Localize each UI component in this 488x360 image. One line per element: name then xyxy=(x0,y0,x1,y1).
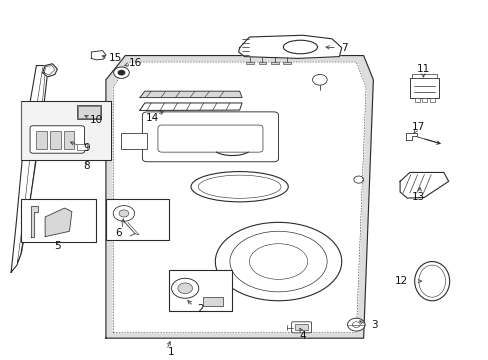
Polygon shape xyxy=(238,35,341,58)
Bar xyxy=(414,98,419,102)
Bar xyxy=(106,199,169,240)
Bar xyxy=(50,131,61,149)
Polygon shape xyxy=(11,66,47,272)
Circle shape xyxy=(114,67,129,78)
FancyBboxPatch shape xyxy=(291,322,311,333)
Text: 15: 15 xyxy=(109,53,122,63)
Circle shape xyxy=(113,206,134,221)
Bar xyxy=(270,62,278,64)
Text: 8: 8 xyxy=(83,161,90,171)
Bar xyxy=(21,102,110,159)
Text: 5: 5 xyxy=(54,240,61,251)
Circle shape xyxy=(171,278,199,298)
Bar xyxy=(411,74,436,78)
Polygon shape xyxy=(91,50,106,60)
Text: 14: 14 xyxy=(145,113,159,123)
Polygon shape xyxy=(45,208,72,237)
Bar xyxy=(294,324,307,330)
Text: 17: 17 xyxy=(411,122,425,132)
Bar xyxy=(120,133,147,149)
Bar xyxy=(422,98,427,102)
Polygon shape xyxy=(42,64,57,77)
Bar xyxy=(429,98,434,102)
Bar xyxy=(203,297,222,306)
Text: 13: 13 xyxy=(411,192,425,202)
Polygon shape xyxy=(140,91,242,98)
Bar xyxy=(77,144,87,150)
Circle shape xyxy=(119,210,128,217)
Bar xyxy=(36,131,47,149)
Text: 16: 16 xyxy=(128,58,142,68)
FancyBboxPatch shape xyxy=(30,126,84,153)
Bar xyxy=(63,131,74,149)
Text: 6: 6 xyxy=(115,228,121,238)
Polygon shape xyxy=(106,55,372,338)
Polygon shape xyxy=(30,206,38,237)
Circle shape xyxy=(347,318,365,331)
Text: 9: 9 xyxy=(83,143,90,153)
Bar xyxy=(77,105,101,119)
Text: 4: 4 xyxy=(299,332,305,341)
Bar xyxy=(246,62,254,64)
Circle shape xyxy=(178,283,192,294)
Bar xyxy=(169,270,232,311)
FancyBboxPatch shape xyxy=(142,112,278,162)
Bar xyxy=(283,62,290,64)
Bar xyxy=(21,101,111,160)
Text: 2: 2 xyxy=(197,303,203,314)
Bar xyxy=(409,78,438,98)
Text: 3: 3 xyxy=(371,320,377,330)
Polygon shape xyxy=(113,62,366,333)
Text: 11: 11 xyxy=(416,64,429,74)
Bar xyxy=(21,199,96,242)
Bar xyxy=(258,62,266,64)
Text: 10: 10 xyxy=(90,115,103,125)
Polygon shape xyxy=(140,103,242,111)
Text: 12: 12 xyxy=(394,276,407,286)
Ellipse shape xyxy=(414,262,449,301)
Polygon shape xyxy=(399,172,448,198)
Circle shape xyxy=(312,75,326,85)
Text: 1: 1 xyxy=(168,347,175,357)
Bar xyxy=(78,106,100,118)
Polygon shape xyxy=(405,133,416,140)
Circle shape xyxy=(117,70,125,76)
Text: 7: 7 xyxy=(341,43,347,53)
